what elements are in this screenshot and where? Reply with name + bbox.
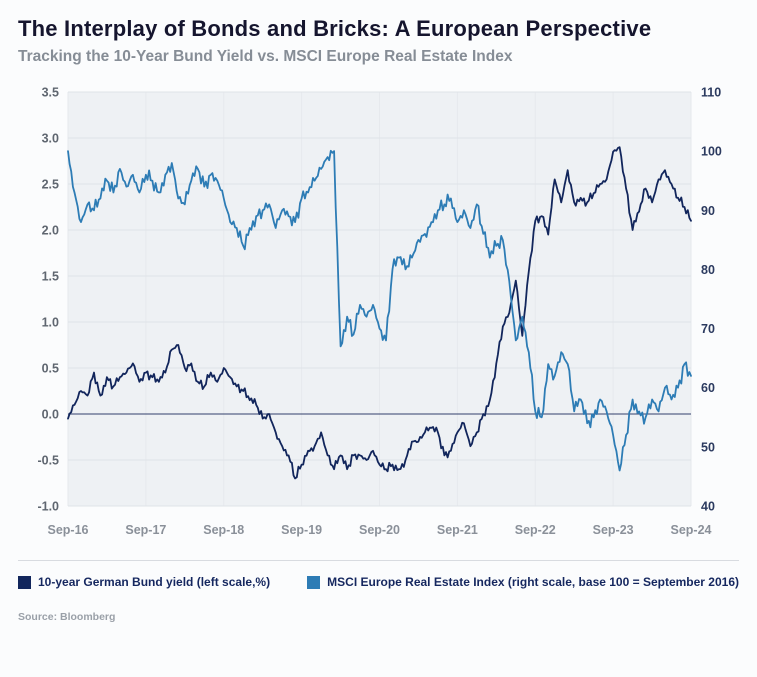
chart-legend: 10-year German Bund yield (left scale,%)… (18, 575, 739, 589)
source-note: Source: Bloomberg (18, 611, 116, 623)
svg-text:60: 60 (701, 381, 715, 395)
svg-text:2.5: 2.5 (42, 178, 59, 192)
svg-text:3.0: 3.0 (42, 132, 59, 146)
page-title: The Interplay of Bonds and Bricks: A Eur… (18, 16, 652, 41)
svg-text:Sep-17: Sep-17 (125, 523, 166, 537)
legend-item-msci: MSCI Europe Real Estate Index (right sca… (307, 575, 739, 589)
chart-page: The Interplay of Bonds and Bricks: A Eur… (18, 16, 739, 623)
svg-text:-1.0: -1.0 (37, 500, 59, 514)
divider (18, 560, 739, 561)
y-axis-left: 3.5 3.0 2.5 2.0 1.5 1.0 0.5 0.0 -0.5 -1.0 (37, 86, 59, 514)
legend-label-bund: 10-year German Bund yield (left scale,%) (38, 575, 271, 589)
legend-item-bund: 10-year German Bund yield (left scale,%) (18, 575, 270, 589)
page-subtitle: Tracking the 10-Year Bund Yield vs. MSCI… (18, 48, 513, 65)
svg-text:50: 50 (701, 440, 715, 454)
x-axis: Sep-16 Sep-17 Sep-18 Sep-19 Sep-20 Sep-21 Sep-… (48, 523, 712, 537)
svg-text:1.5: 1.5 (42, 270, 59, 284)
svg-text:90: 90 (701, 204, 715, 218)
svg-text:Sep-22: Sep-22 (515, 523, 556, 537)
gridlines (67, 91, 692, 507)
svg-text:70: 70 (701, 322, 715, 336)
series-bund (67, 146, 692, 480)
svg-text:Sep-18: Sep-18 (203, 523, 244, 537)
chart-svg: 3.5 3.0 2.5 2.0 1.5 1.0 0.5 0.0 -0.5 -1.0 110 100 90… (37, 86, 722, 538)
svg-text:110: 110 (701, 86, 721, 100)
svg-text:-0.5: -0.5 (37, 454, 59, 468)
svg-text:Sep-20: Sep-20 (359, 523, 400, 537)
svg-text:Sep-19: Sep-19 (281, 523, 322, 537)
svg-text:2.0: 2.0 (42, 224, 59, 238)
legend-label-msci: MSCI Europe Real Estate Index (right sca… (327, 575, 739, 589)
svg-text:Sep-24: Sep-24 (671, 523, 712, 537)
chart-area: 3.5 3.0 2.5 2.0 1.5 1.0 0.5 0.0 -0.5 -1.0 110 100 90… (18, 76, 739, 546)
msci-swatch-icon (307, 575, 321, 589)
svg-text:Sep-21: Sep-21 (437, 523, 478, 537)
svg-text:0.5: 0.5 (42, 362, 59, 376)
svg-text:0.0: 0.0 (42, 408, 59, 422)
svg-text:1.0: 1.0 (42, 316, 59, 330)
svg-text:40: 40 (701, 500, 715, 514)
svg-text:Sep-23: Sep-23 (593, 523, 634, 537)
svg-text:100: 100 (701, 145, 722, 159)
svg-text:80: 80 (701, 263, 715, 277)
y-axis-right: 110 100 90 80 70 60 50 40 (701, 86, 722, 514)
svg-text:3.5: 3.5 (42, 86, 59, 100)
series-msci (67, 149, 692, 472)
bund-swatch-icon (18, 575, 31, 589)
svg-text:Sep-16: Sep-16 (48, 523, 89, 537)
